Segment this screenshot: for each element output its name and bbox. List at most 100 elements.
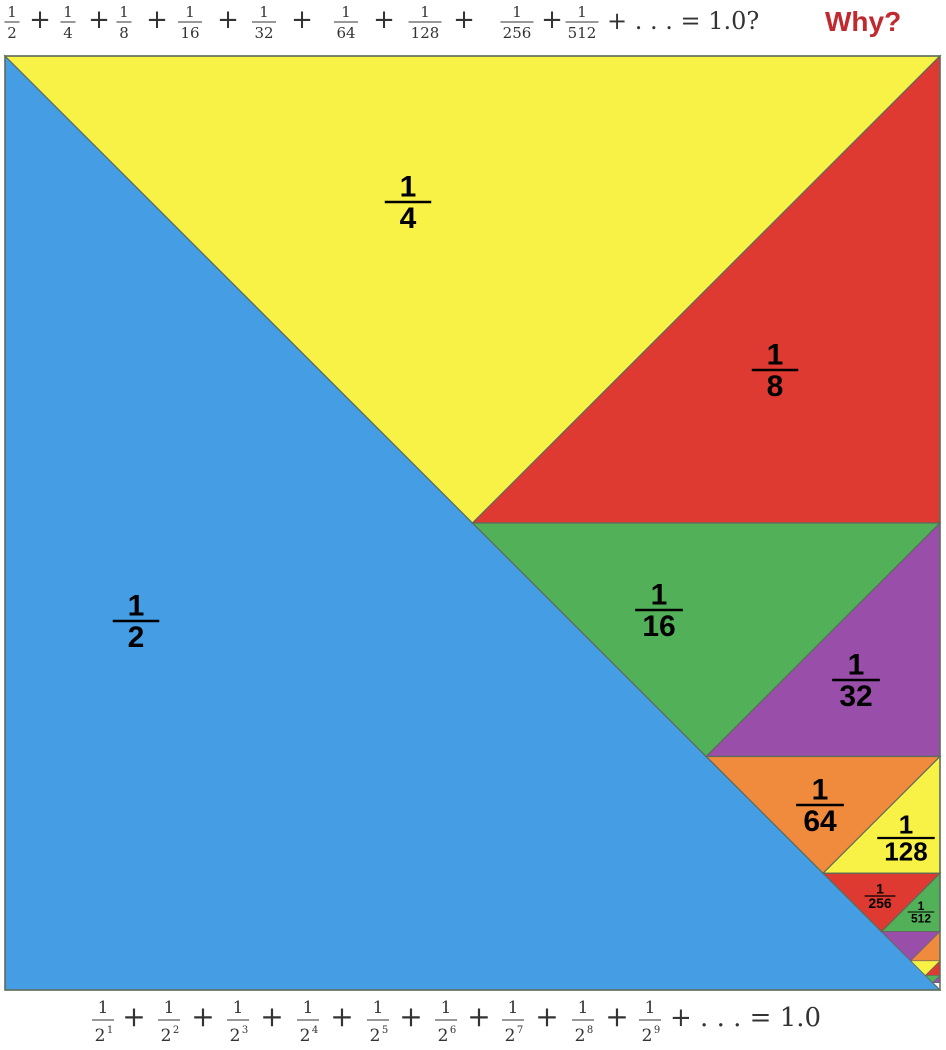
bottom-plus-sign: + [535,1000,558,1033]
region-sixteenth-label: 116 [635,579,683,643]
bottom-plus-sign: + [330,1000,353,1033]
bottom-term-exponent: 8 [587,1025,593,1036]
bottom-term-numerator: 1 [303,998,314,1018]
top-term-denominator: 128 [411,24,440,42]
region-quarter-label: 14 [384,171,432,235]
region-thirty-second-numerator: 1 [848,649,865,682]
region-eighth-denominator: 8 [767,370,784,403]
bottom-term-base: 2 [230,1026,241,1046]
region-two-56th-denominator: 256 [868,895,892,911]
region-two-56th-numerator: 1 [876,880,884,896]
top-term-numerator: 1 [259,3,269,21]
top-plus-sign: + [217,5,239,35]
bottom-plus-sign: + [399,1000,422,1033]
region-five-12th-denominator: 512 [911,911,931,925]
region-sixty-fourth-numerator: 1 [812,774,829,807]
top-plus-sign: + [453,5,475,35]
region-eighth-numerator: 1 [767,339,784,372]
top-term-denominator: 16 [180,24,199,42]
bottom-plus-sign: + [467,1000,490,1033]
region-five-12th-numerator: 1 [918,899,925,913]
top-term-denominator: 512 [568,24,597,42]
top-plus-sign: + [29,5,51,35]
top-plus-sign: + [541,5,563,35]
region-half-denominator: 2 [128,621,145,654]
bottom-term-3: 1 2 3 [227,998,249,1046]
bottom-term-7: 1 2 7 [502,998,524,1046]
bottom-term-2: 1 2 2 [158,998,180,1046]
bottom-term-exponent: 4 [312,1025,318,1036]
top-term-denominator: 8 [119,24,129,42]
bottom-plus-sign: + [605,1000,628,1033]
region-half-numerator: 1 [128,590,145,623]
bottom-term-exponent: 2 [173,1025,179,1036]
top-plus-sign: + [291,5,313,35]
bottom-term-base: 2 [438,1026,449,1046]
bottom-term-1: 12 1 [92,998,114,1046]
top-term-2: 12 [4,3,20,42]
top-term-numerator: 1 [185,3,195,21]
top-plus-sign: + [88,5,110,35]
region-sixteenth-numerator: 1 [651,579,668,612]
bottom-term-numerator: 1 [164,998,175,1018]
bottom-term-5: 1 2 5 [367,998,389,1046]
top-plus-sign: + [146,5,168,35]
bottom-term-exponent: 3 [242,1025,248,1036]
top-term-numerator: 1 [63,3,73,21]
bottom-term-base: 2 [300,1026,311,1046]
top-term-denominator: 32 [254,24,273,42]
bottom-plus-sign: + [260,1000,283,1033]
bottom-term-9: 1 2 9 [639,998,661,1046]
top-equation-tail: + . . . = 1.0? [607,7,759,35]
bottom-term-base: 2 [575,1026,586,1046]
top-term-denominator: 2 [7,24,17,42]
top-term-numerator: 1 [7,3,17,21]
bottom-plus-sign: + [122,1000,145,1033]
region-one-28th-denominator: 128 [884,836,927,866]
region-half-label: 12 [112,590,160,654]
bottom-term-base: 2 [161,1026,172,1046]
top-term-numerator: 1 [119,3,129,21]
top-term-16: 116 [178,3,202,42]
bottom-equation-tail: + . . . = 1.0 [670,1003,821,1033]
top-term-numerator: 1 [512,3,522,21]
bottom-term-numerator: 1 [578,998,589,1018]
bottom-term-exponent: 6 [450,1025,456,1036]
top-term-denominator: 64 [336,24,355,42]
bottom-term-exponent: 9 [654,1025,660,1036]
square-border [4,55,941,991]
top-term-denominator: 4 [63,24,73,42]
region-thirty-second-denominator: 32 [839,680,872,713]
bottom-term-exponent: 7 [517,1025,523,1036]
bottom-term-6: 1 2 6 [435,998,457,1046]
bottom-term-4: 1 2 4 [297,998,319,1046]
region-sixty-fourth-denominator: 64 [803,805,837,838]
top-term-32: 132 [252,3,276,42]
region-sixteenth-denominator: 16 [642,610,675,643]
region-quarter-denominator: 4 [400,202,417,235]
top-term-numerator: 1 [341,3,351,21]
region-sixty-fourth-label: 164 [796,774,844,838]
bottom-term-exponent: 1 [107,1025,113,1036]
bottom-term-base: 2 [505,1026,516,1046]
region-thirty-second-label: 132 [832,649,880,713]
bottom-term-base: 2 [642,1026,653,1046]
bottom-term-8: 1 2 8 [572,998,594,1046]
top-term-denominator: 256 [503,24,532,42]
bottom-term-numerator: 1 [373,998,384,1018]
bottom-term-numerator: 1 [645,998,656,1018]
bottom-term-exponent: 5 [382,1025,388,1036]
top-term-numerator: 1 [420,3,430,21]
bottom-term-numerator: 1 [98,998,109,1018]
bottom-term-numerator: 1 [441,998,452,1018]
region-eighth-label: 18 [751,339,799,403]
region-one-28th-numerator: 1 [899,809,913,839]
